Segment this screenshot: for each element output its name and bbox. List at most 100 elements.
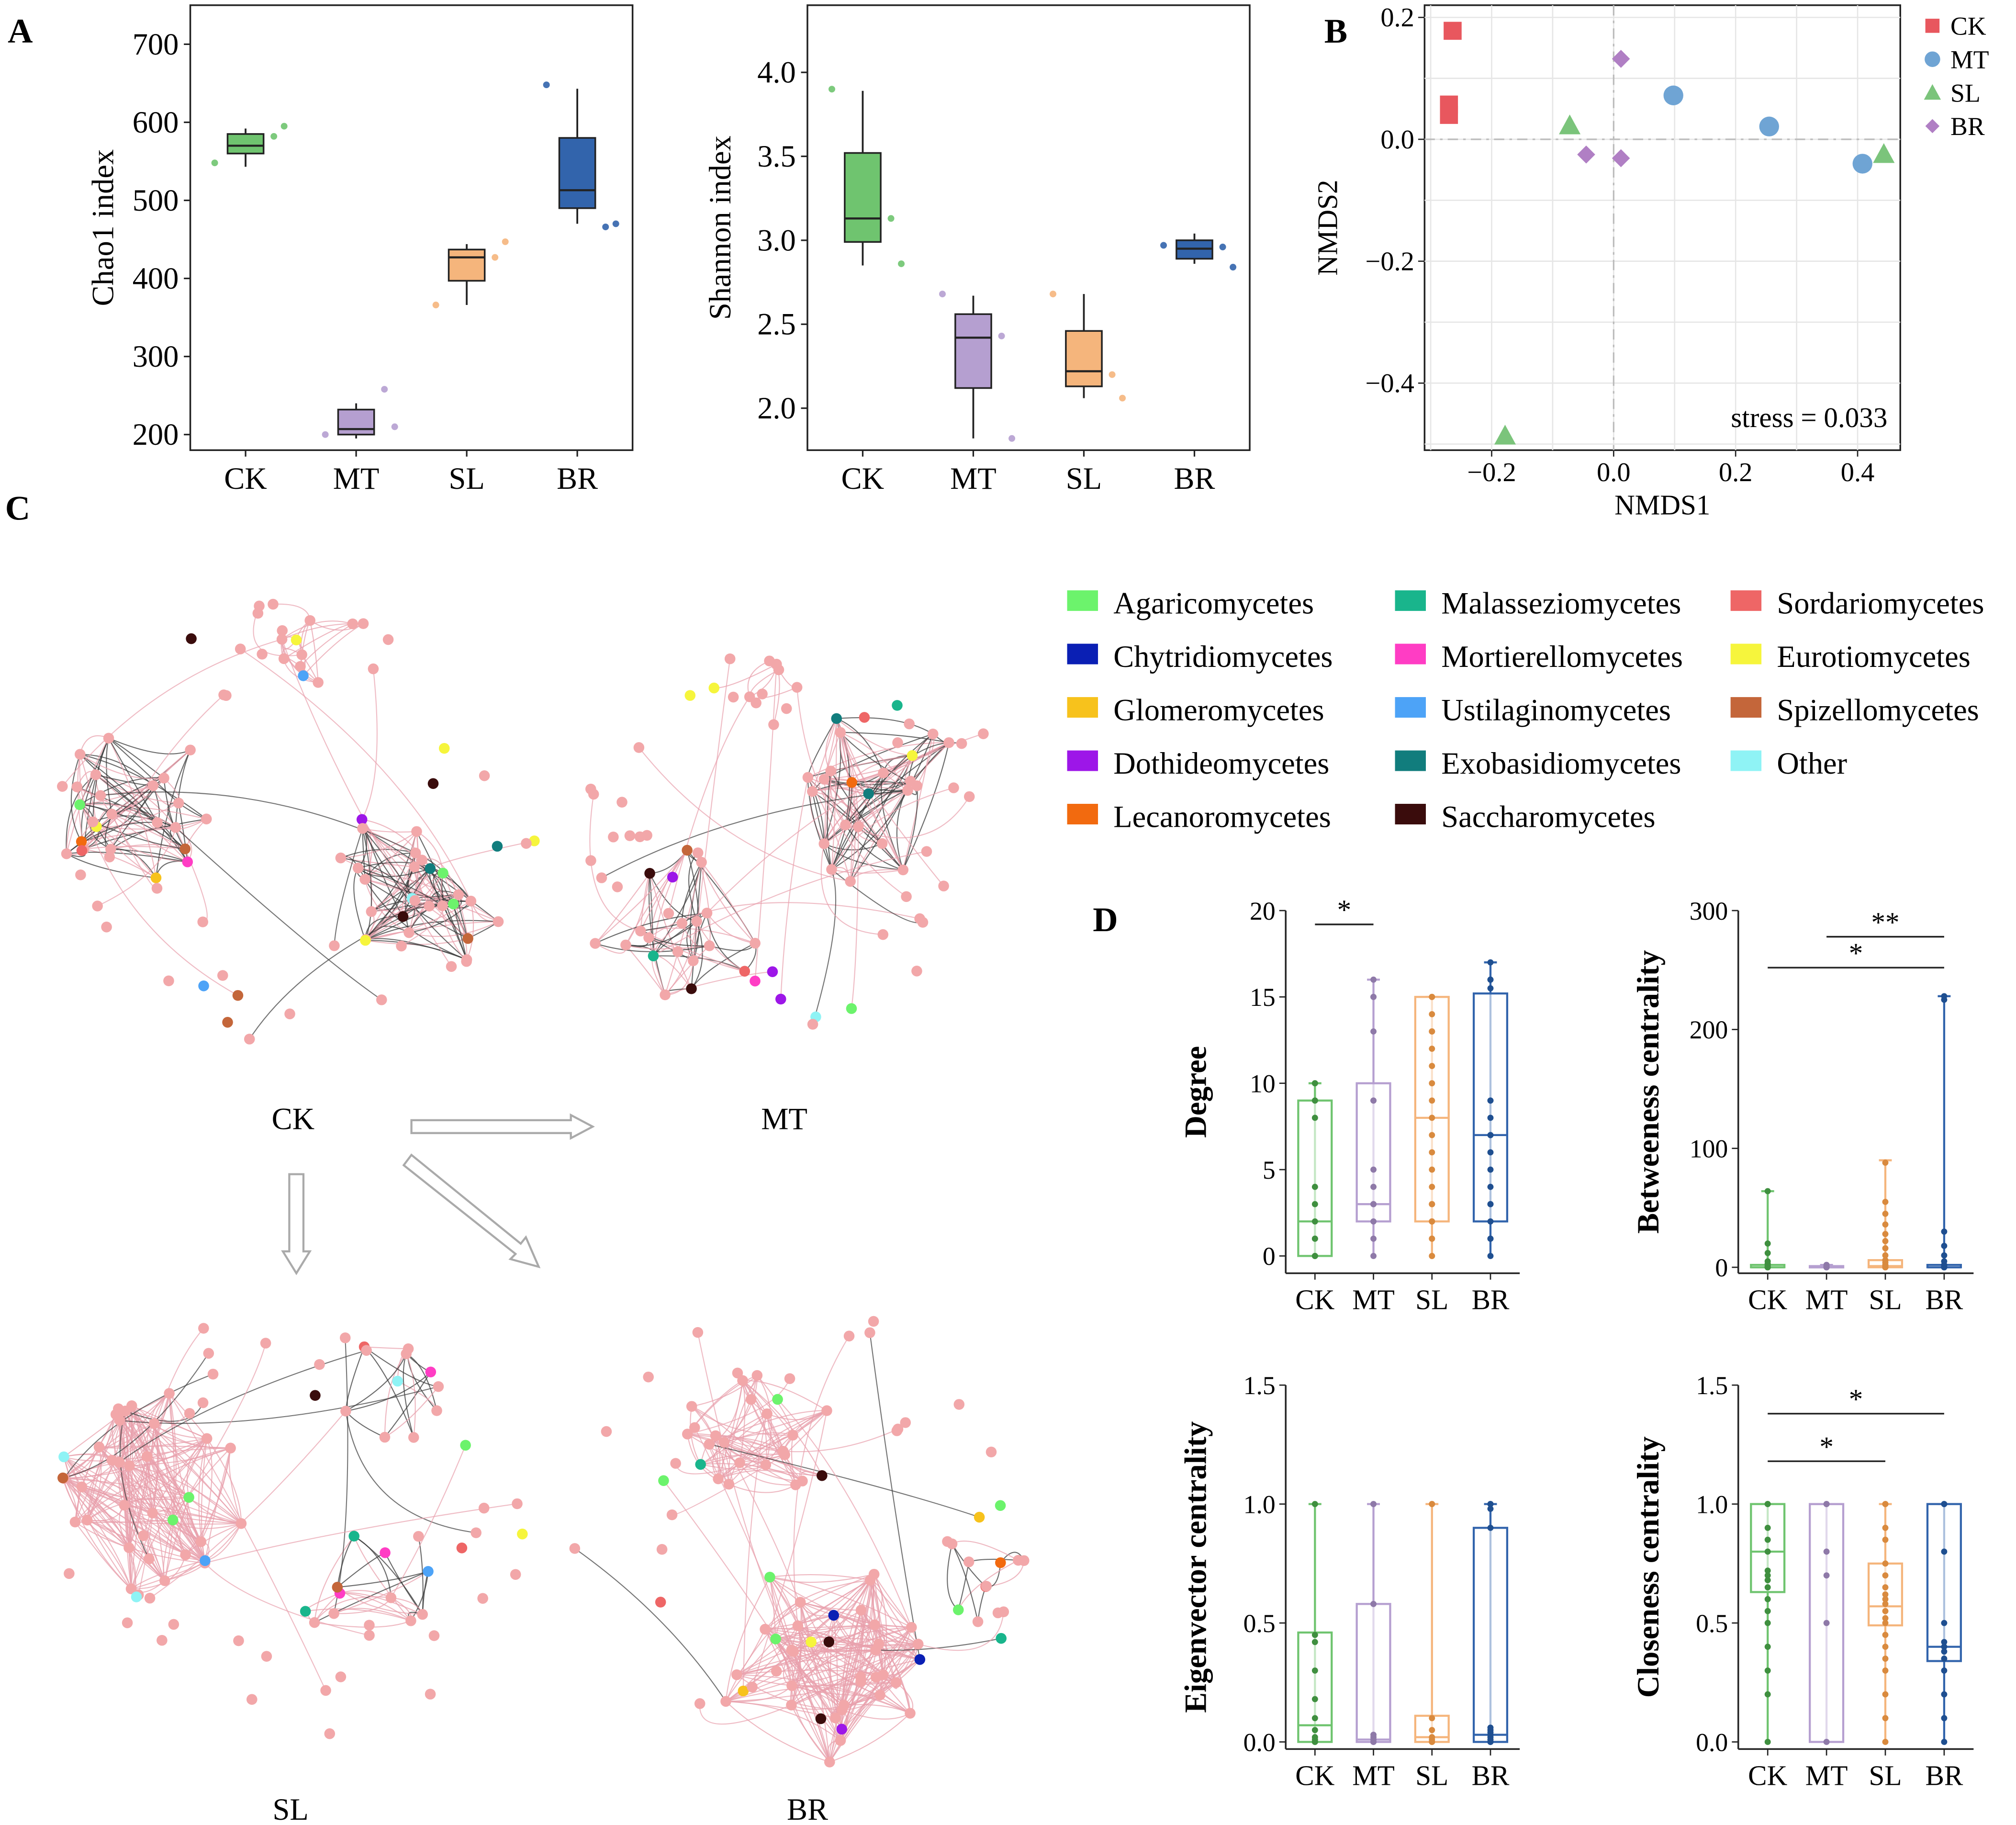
network-node [392,1375,403,1387]
network-edge [152,1512,205,1561]
network-node [845,876,856,887]
data-point [1764,1644,1771,1650]
data-point [1429,1727,1435,1734]
data-point [1370,1235,1377,1242]
network-node [821,1405,832,1416]
x-tick-label: 0.4 [1841,458,1875,487]
network-node [492,841,503,852]
network-node [963,791,975,802]
network-edge [870,1580,912,1628]
network-edge [700,1453,785,1465]
significance-label: * [1849,937,1863,969]
network-edge [281,639,452,967]
data-point [1764,1596,1771,1602]
data-point [1882,1199,1889,1205]
network-edge [829,1659,920,1762]
network-node [360,935,371,946]
data-point [1941,1258,1948,1265]
network-edge [824,843,883,851]
data-point [1487,959,1494,966]
network-node [314,1359,325,1370]
arrow-diagonal [402,1153,541,1269]
data-point [1487,1524,1494,1531]
network-edge [693,658,731,961]
data-point [1487,976,1494,983]
network-node [843,1330,855,1341]
network-edge [87,1520,205,1561]
network-edge [111,813,188,863]
network-node [123,1542,134,1554]
network-node [835,727,846,738]
y-tick-label: 0.0 [1380,125,1414,155]
network-node [806,1636,817,1647]
data-point [1823,1548,1830,1555]
network-node [352,862,364,874]
network-node [1013,1555,1024,1566]
x-axis-label: NMDS1 [1614,489,1710,521]
y-tick-label: −0.2 [1366,247,1414,276]
network-edge [726,1701,841,1741]
plot-frame [189,4,634,451]
network-edge [780,777,808,999]
data-point [1429,1028,1435,1035]
network-edge [79,754,158,823]
network-node [235,643,246,654]
legend-class-label: Lecanoromycetes [1113,800,1331,834]
network-node [878,767,889,778]
network-node [152,817,163,828]
x-tick-label: 0.0 [1597,458,1631,487]
network-node [225,1442,236,1453]
network-edge [340,857,413,899]
data-point [1311,1080,1318,1087]
box [1355,1603,1391,1743]
network-node [750,975,761,987]
network-node [869,1619,880,1631]
network-node [379,1431,391,1443]
network-node [695,1459,706,1470]
network-node [817,1470,828,1481]
network-node [158,772,169,784]
data-point [1487,1235,1494,1242]
network-edge [358,867,499,922]
network-node [197,916,209,927]
network-edge [123,1505,166,1581]
network-node [298,670,309,681]
network-edge [146,1393,170,1457]
network-node [874,1690,885,1701]
data-point [1370,1501,1377,1508]
data-point [1370,1097,1377,1104]
network-edge [163,778,186,849]
network-node [694,1698,706,1709]
network-node [670,1458,681,1469]
network-node [103,732,114,744]
network-edge [715,1428,898,1453]
network-node [168,1619,179,1630]
network-node [643,932,654,943]
network-node [218,689,229,700]
data-point [1764,1584,1771,1590]
y-tick-label: 2.5 [757,307,796,341]
data-point [1050,291,1057,298]
data-point [602,223,609,230]
plot-frame [1423,4,1901,451]
network-node [723,1478,735,1490]
network-node [781,703,792,714]
network-edge [64,1477,153,1513]
data-point [1311,1632,1318,1638]
network-node [74,799,85,811]
x-tick-label: BR [1174,462,1215,496]
network-edge [346,1371,431,1412]
network-node [61,848,72,859]
network-edge [902,786,918,870]
x-tick-label: SL [1869,1284,1902,1316]
x-tick-label: MT [1352,1284,1395,1316]
network-node [57,1472,68,1484]
network-node [995,1557,1006,1568]
data-point [1487,1506,1494,1512]
data-point [1941,1620,1948,1626]
network-node [836,1724,847,1735]
data-point [1764,1577,1771,1584]
network-edge [111,844,186,850]
scatter-point-sl [1494,425,1516,445]
